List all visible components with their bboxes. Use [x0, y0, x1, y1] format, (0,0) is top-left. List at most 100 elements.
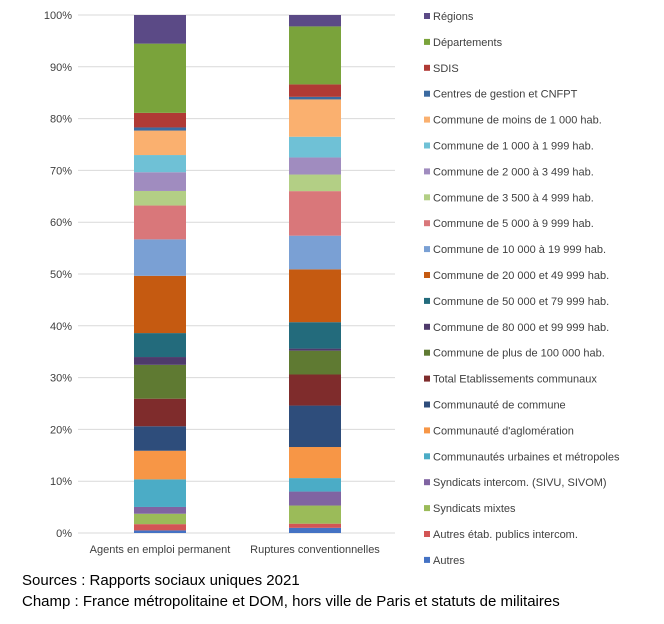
- bar-segment: [134, 130, 186, 156]
- legend-swatch: [424, 427, 430, 434]
- bar-segment: [134, 398, 186, 427]
- bar-segment: [289, 478, 341, 492]
- bar-segment: [134, 112, 186, 128]
- bars: [134, 15, 341, 533]
- x-category-label: Ruptures conventionnelles: [250, 544, 380, 556]
- legend-item: Syndicats mixtes: [424, 503, 516, 515]
- bar-segment: [289, 191, 341, 236]
- bar-segment: [134, 127, 186, 131]
- y-tick-label: 30%: [50, 373, 72, 385]
- legend-item: Commune de 3 500 à 4 999 hab.: [424, 192, 594, 204]
- legend-swatch: [424, 168, 430, 175]
- bar-segment: [289, 447, 341, 479]
- bar-segment: [289, 491, 341, 506]
- gridlines: [78, 14, 395, 534]
- legend-swatch: [424, 297, 430, 304]
- y-tick-label: 40%: [50, 321, 72, 333]
- legend-label: Commune de 20 000 et 49 999 hab.: [433, 270, 609, 282]
- bar-segment: [134, 43, 186, 113]
- scope-note: Champ : France métropolitaine et DOM, ho…: [22, 593, 560, 610]
- bar-stack: [289, 15, 341, 533]
- bar-segment: [289, 26, 341, 85]
- legend-label: Centres de gestion et CNFPT: [433, 89, 578, 101]
- legend-swatch: [424, 246, 430, 253]
- bar-segment: [289, 405, 341, 448]
- legend-item: SDIS: [424, 63, 459, 75]
- legend-label: Communauté d'aglomération: [433, 425, 574, 437]
- x-category-label: Agents en emploi permanent: [90, 544, 231, 556]
- legend-label: Commune de 3 500 à 4 999 hab.: [433, 192, 594, 204]
- legend-label: Commune de moins de 1 000 hab.: [433, 115, 602, 127]
- y-tick-label: 60%: [50, 217, 72, 229]
- sources-note: Sources : Rapports sociaux uniques 2021: [22, 572, 300, 589]
- bar-segment: [289, 350, 341, 375]
- legend-item: Commune de 80 000 et 99 999 hab.: [424, 322, 609, 334]
- legend-swatch: [424, 531, 430, 537]
- legend-swatch: [424, 375, 430, 382]
- y-tick-label: 100%: [44, 10, 72, 22]
- legend-swatch: [424, 90, 430, 97]
- legend-swatch: [424, 401, 430, 408]
- legend-item: Commune de plus de 100 000 hab.: [424, 348, 605, 360]
- legend-swatch: [424, 142, 430, 149]
- legend-item: Commune de moins de 1 000 hab.: [424, 115, 602, 127]
- bar-segment: [289, 84, 341, 97]
- y-tick-label: 80%: [50, 114, 72, 126]
- legend-label: Commune de 10 000 à 19 999 hab.: [433, 244, 606, 256]
- bar-segment: [289, 174, 341, 192]
- bar-segment: [134, 450, 186, 480]
- legend-swatch: [424, 220, 430, 227]
- legend: Régions Départements SDIS Centres de gestio…: [424, 11, 620, 567]
- legend-item: Communauté de commune: [424, 400, 566, 412]
- bar-segment: [134, 357, 186, 365]
- bar-stack: [134, 15, 186, 533]
- legend-label: Commune de plus de 100 000 hab.: [433, 348, 605, 360]
- bar-segment: [134, 426, 186, 451]
- bar-segment: [134, 530, 186, 533]
- legend-item: Commune de 1 000 à 1 999 hab.: [424, 141, 594, 153]
- legend-swatch: [424, 556, 430, 563]
- legend-item: Régions: [424, 11, 474, 23]
- legend-swatch: [424, 505, 430, 512]
- legend-item: Autres: [424, 555, 465, 567]
- legend-swatch: [424, 272, 430, 278]
- legend-item: Commune de 5 000 à 9 999 hab.: [424, 218, 594, 230]
- x-axis-categories: Agents en emploi permanent Ruptures conve…: [90, 544, 381, 556]
- bar-segment: [289, 523, 341, 528]
- bar-segment: [134, 333, 186, 358]
- legend-item: Communautés urbaines et métropoles: [424, 451, 620, 463]
- bar-segment: [134, 524, 186, 531]
- legend-label: Communauté de commune: [433, 400, 566, 412]
- legend-label: Syndicats intercom. (SIVU, SIVOM): [433, 477, 607, 489]
- legend-item: Départements: [424, 37, 503, 49]
- legend-item: Commune de 2 000 à 3 499 hab.: [424, 166, 594, 178]
- legend-label: Commune de 80 000 et 99 999 hab.: [433, 322, 609, 334]
- legend-swatch: [424, 349, 430, 356]
- legend-label: Syndicats mixtes: [433, 503, 516, 515]
- legend-item: Communauté d'aglomération: [424, 425, 574, 437]
- bar-segment: [289, 235, 341, 270]
- bar-segment: [289, 527, 341, 533]
- y-tick-label: 10%: [50, 476, 72, 488]
- bar-segment: [134, 205, 186, 240]
- legend-swatch: [424, 194, 430, 201]
- bar-segment: [134, 15, 186, 44]
- bar-segment: [134, 155, 186, 173]
- bar-segment: [289, 348, 341, 351]
- legend-swatch: [424, 13, 430, 19]
- bar-segment: [134, 275, 186, 334]
- legend-label: Régions: [433, 11, 474, 23]
- legend-swatch: [424, 64, 430, 71]
- bar-segment: [289, 136, 341, 158]
- bar-segment: [289, 505, 341, 524]
- legend-label: Autres: [433, 555, 465, 567]
- legend-item: Commune de 20 000 et 49 999 hab.: [424, 270, 609, 282]
- y-tick-label: 90%: [50, 62, 72, 74]
- legend-item: Commune de 50 000 et 79 999 hab.: [424, 296, 609, 308]
- y-axis-ticks: 0% 10% 20% 30% 40% 50% 60% 70% 80% 90% 100%: [44, 10, 72, 540]
- legend-swatch: [424, 38, 430, 45]
- legend-label: Commune de 2 000 à 3 499 hab.: [433, 166, 594, 178]
- legend-label: Commune de 5 000 à 9 999 hab.: [433, 218, 594, 230]
- bar-segment: [134, 239, 186, 276]
- legend-swatch: [424, 323, 430, 330]
